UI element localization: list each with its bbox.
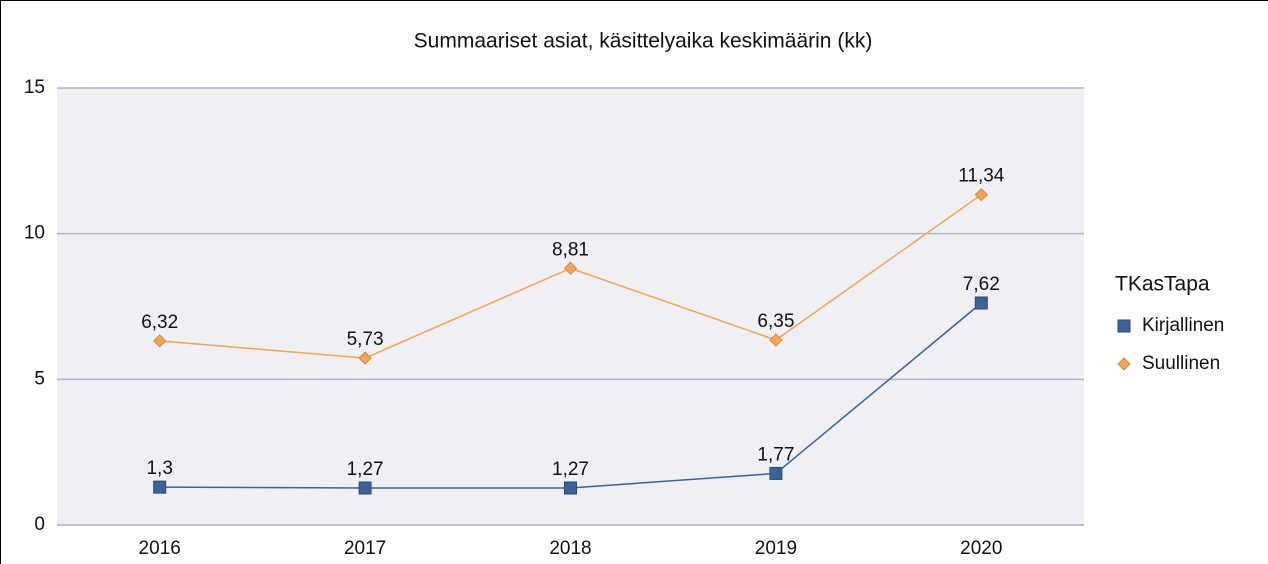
data-label: 11,34 <box>958 166 1005 187</box>
data-label: 1,27 <box>347 459 384 480</box>
y-tick-label: 10 <box>24 223 45 244</box>
marker <box>358 351 372 365</box>
data-label: 6,32 <box>141 312 178 333</box>
marker <box>974 188 988 202</box>
data-label: 5,73 <box>347 329 384 350</box>
legend-title: TKasTapa <box>1115 273 1210 296</box>
marker <box>769 466 783 480</box>
marker <box>769 333 783 347</box>
y-tick-label: 0 <box>34 514 45 535</box>
data-label: 6,35 <box>757 311 794 332</box>
data-label: 7,62 <box>963 274 1000 295</box>
marker <box>1117 319 1131 333</box>
y-tick-label: 5 <box>34 368 45 389</box>
x-tick-label: 2016 <box>139 538 181 559</box>
marker <box>564 481 577 495</box>
x-tick-label: 2018 <box>549 538 591 559</box>
marker <box>358 481 372 495</box>
marker <box>1117 357 1131 371</box>
y-tick-label: 15 <box>24 77 45 98</box>
legend-label: Suullinen <box>1142 353 1220 374</box>
legend-label: Kirjallinen <box>1142 315 1224 336</box>
marker <box>974 296 988 310</box>
data-label: 1,77 <box>757 444 794 465</box>
x-tick-label: 2019 <box>755 538 797 559</box>
x-tick-label: 2020 <box>960 538 1002 559</box>
chart-title: Summaariset asiat, käsittelyaika keskimä… <box>414 30 873 53</box>
plot-area <box>57 88 1084 525</box>
marker <box>153 480 167 494</box>
marker <box>563 261 578 275</box>
data-label: 1,3 <box>146 458 172 479</box>
x-tick-label: 2017 <box>344 538 386 559</box>
data-label: 8,81 <box>552 239 589 260</box>
data-label: 1,27 <box>552 459 589 480</box>
marker <box>153 334 167 348</box>
